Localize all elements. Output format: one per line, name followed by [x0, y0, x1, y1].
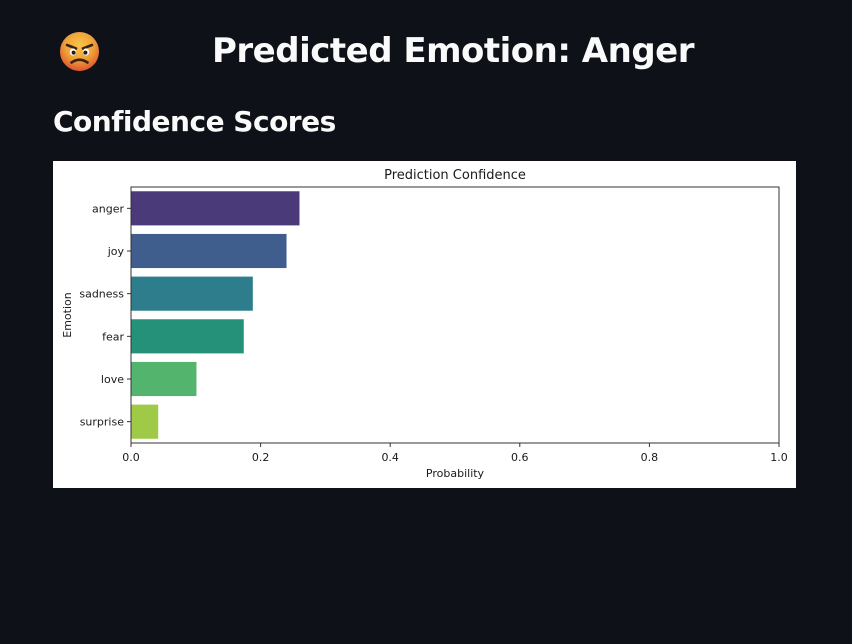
ytick-label-fear: fear: [102, 330, 124, 343]
bar-sadness: [131, 276, 253, 311]
chart-ylabel: Emotion: [61, 292, 74, 337]
ytick-label-joy: joy: [107, 245, 125, 258]
angry-face-icon: [59, 31, 100, 72]
chart-xlabel: Probability: [426, 467, 485, 480]
bar-joy: [131, 233, 287, 269]
bar-fear: [131, 319, 244, 354]
xtick-label: 0.0: [122, 451, 140, 464]
xtick-label: 0.2: [252, 451, 270, 464]
chart-plot-frame: [130, 186, 780, 444]
angry-face-icon-graphic: [60, 32, 99, 71]
confidence-chart: Prediction Confidence anger joy sadness fea…: [53, 161, 796, 488]
xtick-label: 0.4: [381, 451, 399, 464]
ytick-label-sadness: sadness: [79, 288, 124, 301]
ytick-label-surprise: surprise: [80, 416, 125, 429]
chart-ytick-labels: anger joy sadness fear love surprise: [79, 202, 131, 429]
chart-title: Prediction Confidence: [384, 168, 526, 183]
bar-surprise: [131, 404, 159, 439]
confidence-chart-svg: Prediction Confidence anger joy sadness fea…: [61, 168, 788, 480]
page-title: Predicted Emotion: Anger: [212, 31, 694, 71]
bar-anger: [131, 191, 300, 226]
chart-xtick-labels: 0.0 0.2 0.4 0.6 0.8 1.0: [122, 443, 788, 464]
chart-bars: [131, 191, 300, 439]
ytick-label-anger: anger: [92, 202, 124, 215]
xtick-label: 1.0: [770, 451, 788, 464]
section-title: Confidence Scores: [53, 105, 336, 138]
ytick-label-love: love: [101, 373, 124, 386]
xtick-label: 0.6: [511, 451, 529, 464]
xtick-label: 0.8: [641, 451, 659, 464]
bar-love: [131, 361, 197, 397]
